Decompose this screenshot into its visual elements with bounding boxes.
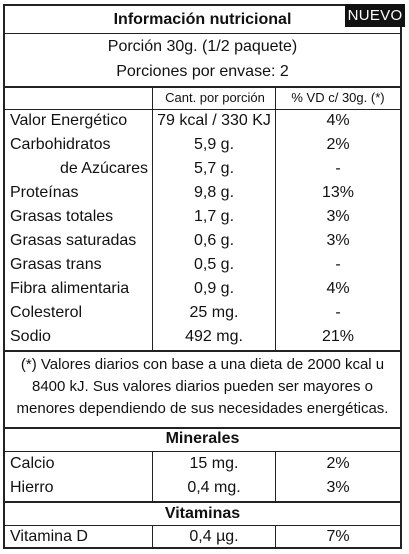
portion-size: Porción 30g. (1/2 paquete)	[107, 38, 298, 55]
nutrient-daily-value: 3%	[326, 479, 350, 496]
nutrient-name: Grasas totales	[10, 208, 114, 225]
header-amount: Cant. por porción	[165, 90, 265, 105]
nutrient-name: Proteínas	[10, 184, 79, 201]
nutrient-daily-value: 4%	[326, 112, 350, 129]
nutrient-name: Hierro	[10, 479, 54, 496]
nutrient-amount: 9,8 g.	[193, 184, 235, 201]
minerals-heading: Minerales	[165, 430, 240, 447]
nutrient-amount: 5,7 g.	[193, 160, 235, 177]
nutrient-amount: 0,9 g.	[193, 280, 235, 297]
nutrient-daily-value: 4%	[326, 280, 350, 297]
nutrient-name: Fibra alimentaria	[10, 280, 130, 297]
header-daily-value: % VD c/ 30g. (*)	[291, 90, 385, 105]
nutrient-name: Calcio	[10, 455, 55, 472]
nutrient-amount: 0,5 g.	[193, 256, 235, 273]
nutrient-daily-value: -	[335, 160, 341, 177]
nutrient-name: Grasas saturadas	[10, 232, 137, 249]
nutrient-name: de Azúcares	[59, 160, 148, 177]
vitamins-heading: Vitaminas	[164, 505, 241, 522]
nutrient-amount: 79 kcal / 330 KJ	[157, 112, 271, 129]
nutrient-name: Carbohidratos	[10, 136, 111, 153]
panel-title: Información nutricional	[113, 11, 292, 28]
nutrient-daily-value: 3%	[326, 208, 350, 225]
nutrient-daily-value: 21%	[321, 328, 355, 345]
nutrient-amount: 492 mg.	[185, 328, 243, 345]
servings-per-package: Porciones por envase: 2	[116, 63, 289, 80]
nutrient-name: Vitamina D	[10, 528, 88, 545]
nutrient-daily-value: 7%	[326, 528, 350, 545]
nutrient-daily-value: 2%	[326, 136, 350, 153]
nutrient-daily-value: -	[335, 256, 341, 273]
nutrient-amount: 15 mg.	[189, 455, 239, 472]
nutrient-daily-value: 2%	[326, 455, 350, 472]
nutrient-amount: 25 mg.	[189, 304, 239, 321]
nutrient-daily-value: -	[335, 304, 341, 321]
nutrient-name: Colesterol	[10, 304, 83, 321]
nutrient-name: Sodio	[10, 328, 51, 345]
nutrient-name: Valor Energético	[10, 112, 128, 129]
nutrition-facts-panel: Información nutricional Porción 30g. (1/…	[3, 4, 402, 549]
nutrient-daily-value: 13%	[321, 184, 355, 201]
nutrient-amount: 5,9 g.	[193, 136, 235, 153]
nutrient-amount: 0,4 mg.	[187, 479, 241, 496]
nutrient-name: Grasas trans	[10, 256, 102, 273]
nutrient-amount: 0,6 g.	[193, 232, 235, 249]
daily-value-footnote: (*) Valores diarios con base a una dieta…	[16, 356, 389, 417]
nutrient-amount: 0,4 µg.	[189, 528, 239, 545]
new-badge: NUEVO	[345, 4, 405, 27]
nutrient-daily-value: 3%	[326, 232, 350, 249]
nutrient-amount: 1,7 g.	[193, 208, 235, 225]
